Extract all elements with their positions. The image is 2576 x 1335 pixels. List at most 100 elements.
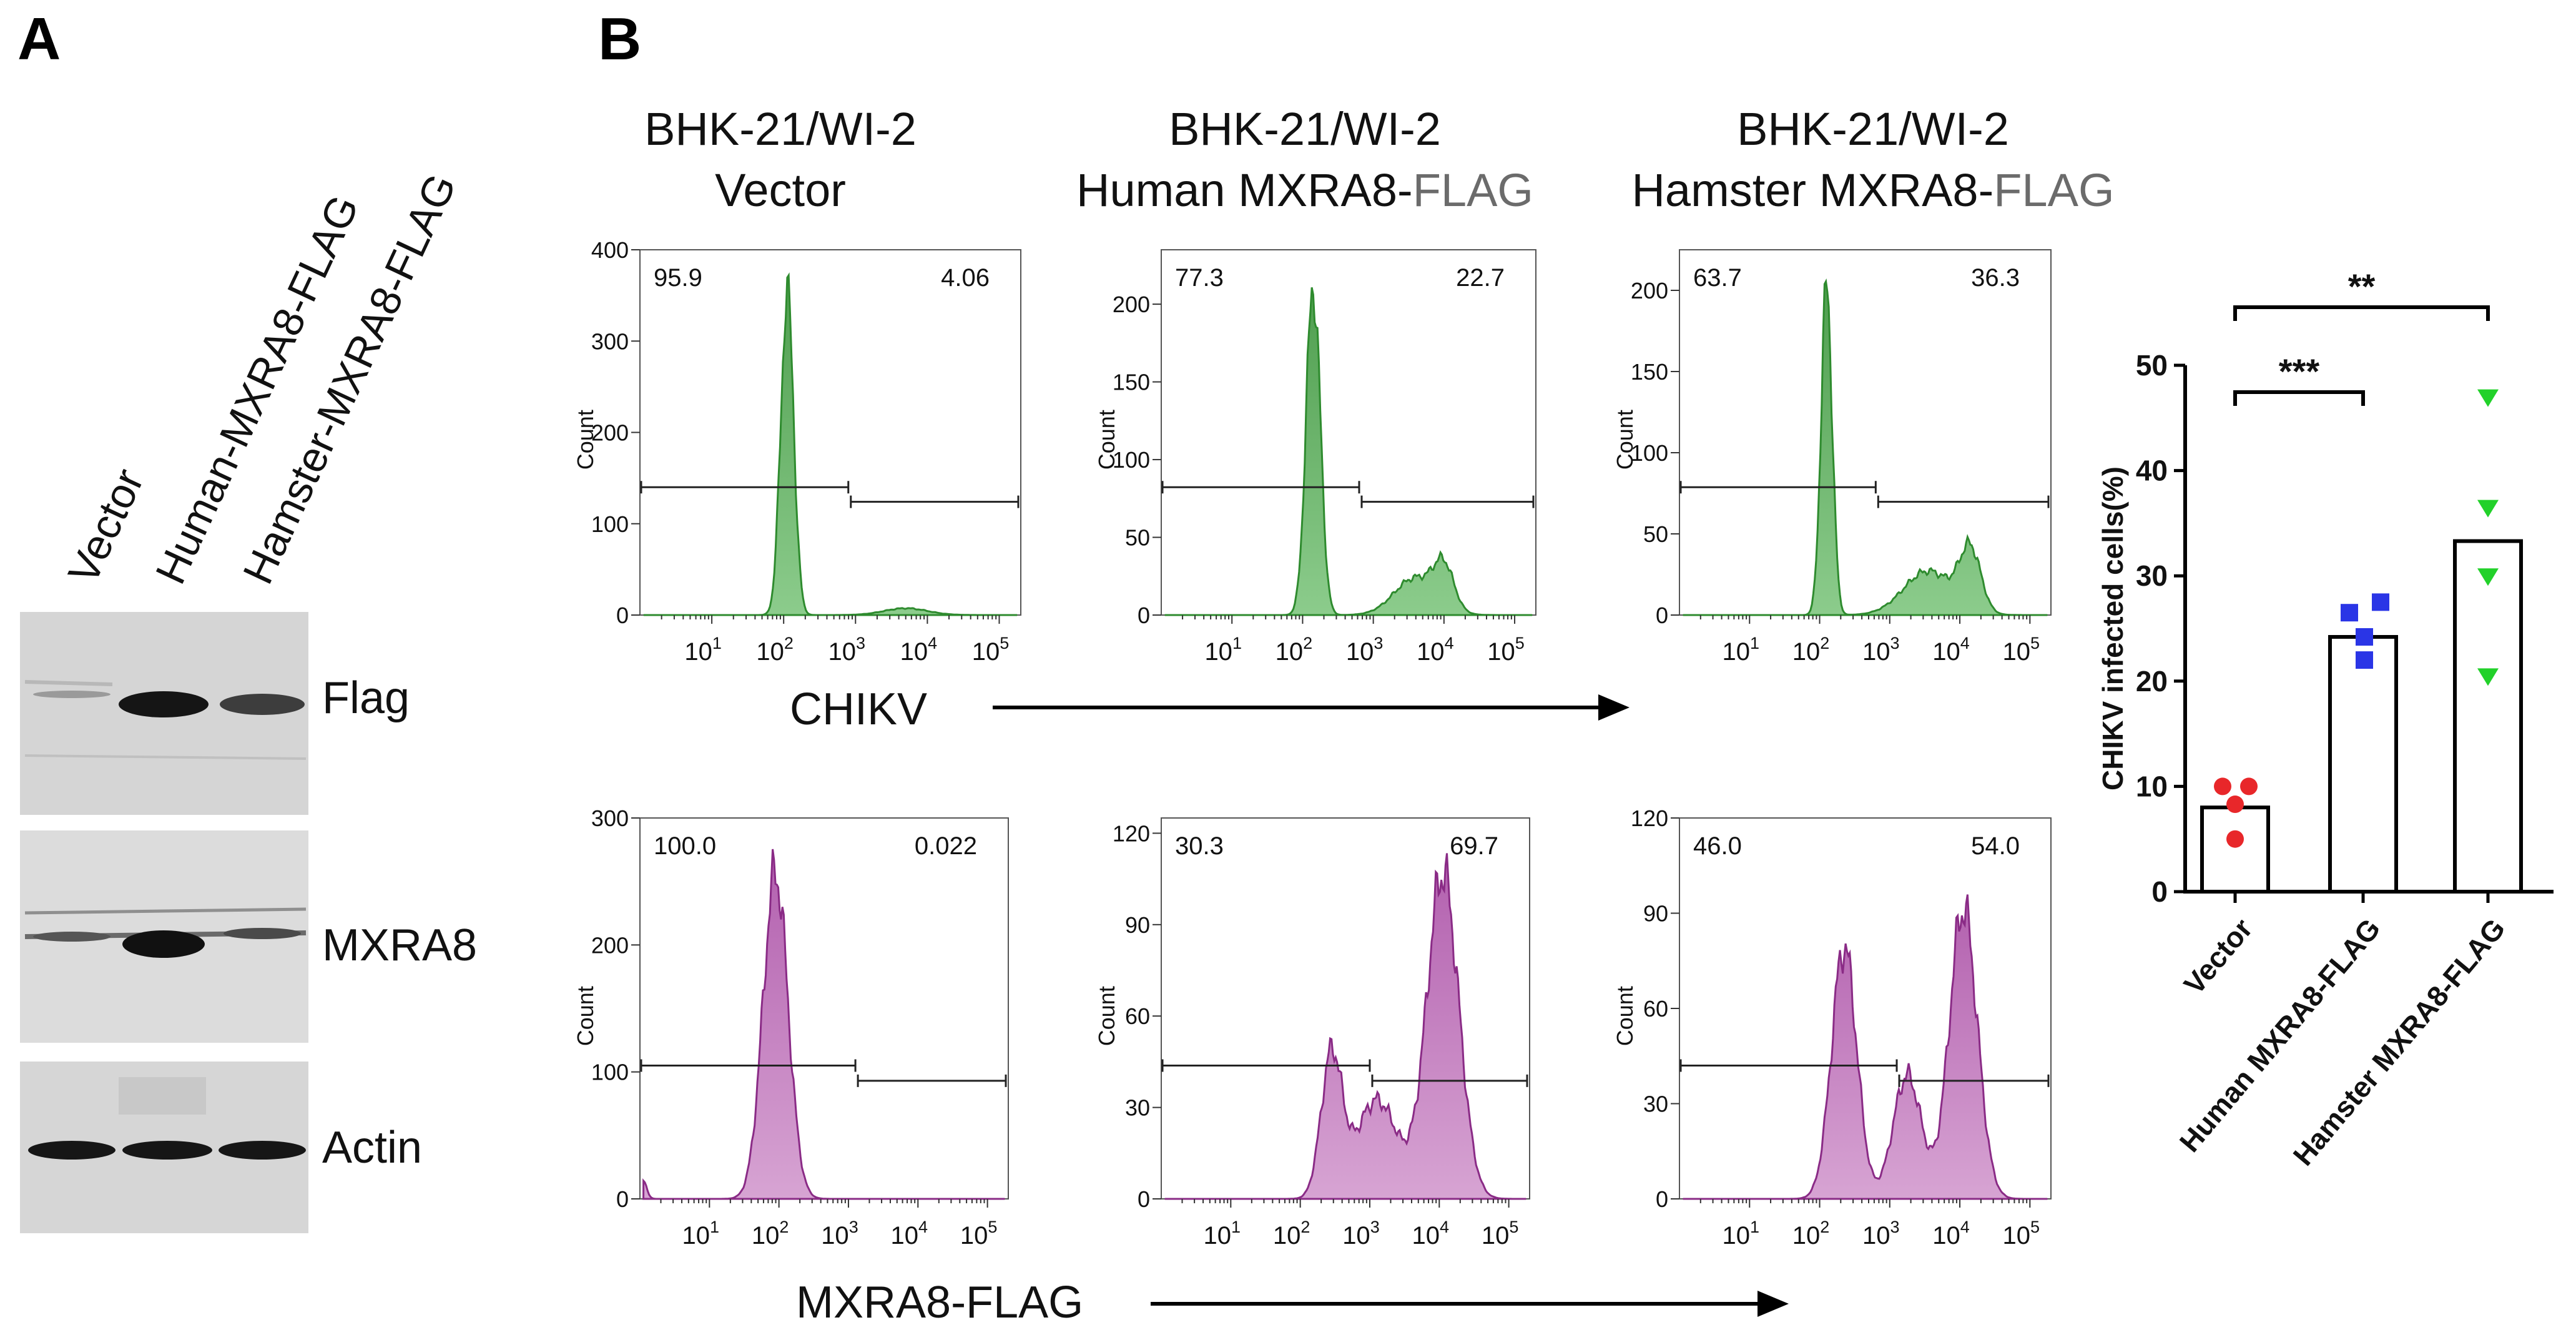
x-tick-label: 102 [1792, 1218, 1830, 1249]
gate-percent-left: 30.3 [1175, 832, 1224, 860]
y-tick-label: 400 [591, 237, 629, 263]
column-titles: BHK-21/WI-2 Vector BHK-21/WI-2 Human MXR… [644, 103, 2114, 216]
y-tick-label: 0 [1656, 603, 1668, 628]
y-tick-label: 200 [1631, 278, 1668, 303]
x-tick-label: 104 [1417, 634, 1454, 666]
x-tick-label: 104 [891, 1218, 928, 1249]
y-tick-label: 120 [1631, 805, 1668, 831]
data-point [2341, 604, 2358, 622]
data-point [2477, 668, 2499, 686]
axis-label-chikv: CHIKV [790, 684, 927, 734]
y-tick-label: 0 [616, 603, 629, 628]
data-point [2372, 593, 2389, 611]
x-tick-label: 103 [821, 1218, 858, 1249]
gate-percent-left: 100.0 [654, 832, 716, 860]
x-tick-label: 104 [900, 634, 938, 666]
y-tick-label: 0 [1138, 1186, 1150, 1212]
histogram-curve [1164, 853, 1526, 1200]
histogram-panel-0-1: 0 50 100 150 200 Count 101 102 103 104 105 77.3 22.7 [1094, 249, 1536, 666]
band-actin-human [122, 1141, 212, 1160]
x-tick-label: 101 [682, 1218, 720, 1249]
histogram-curve [1683, 278, 2048, 616]
panel-a-label: A [17, 6, 61, 72]
gate-percent-right: 4.06 [941, 264, 990, 292]
y-tick-label: 30 [1643, 1091, 1668, 1117]
lane-label-vector: Vector [59, 462, 153, 591]
x-tick-label: 104 [1412, 1218, 1450, 1249]
histogram-frame [1161, 249, 1536, 616]
band-mxra8-vector [33, 932, 111, 942]
data-point [2477, 500, 2499, 518]
y-tick-label: 100 [591, 1060, 629, 1085]
bar-y-tick-label: 50 [2136, 349, 2168, 382]
arrow-mxra8-icon [1757, 1291, 1789, 1317]
gate-percent-right: 22.7 [1456, 264, 1505, 292]
gate-percent-right: 0.022 [915, 832, 977, 860]
x-tick-label: 105 [960, 1218, 998, 1249]
gate-right [1898, 1074, 2050, 1087]
blot-flag: Flag [20, 612, 410, 815]
histogram-curve [1683, 894, 2048, 1200]
bar-y-axis-label: CHIKV infected cells(%) [2097, 466, 2129, 791]
band-actin-hamster [219, 1141, 306, 1160]
gate-left [1679, 1059, 1898, 1072]
bar-y-tick-label: 30 [2136, 559, 2168, 592]
x-tick-label: 101 [1722, 634, 1759, 666]
gate-percent-left: 77.3 [1175, 264, 1224, 292]
gate-percent-left: 46.0 [1693, 832, 1742, 860]
y-tick-label: 0 [1138, 603, 1150, 628]
x-tick-label: 101 [1204, 1218, 1241, 1249]
y-tick-label: 300 [591, 328, 629, 354]
lane-labels: Vector Human-MXRA8-FLAG Hamster-MXRA8-FL… [59, 167, 466, 591]
significance-label: *** [2279, 352, 2320, 391]
histogram-frame [639, 249, 1021, 616]
histogram-panel-0-0: 0 100 200 300 400 Count 101 102 103 104 105 95.9 4.0… [573, 237, 1021, 666]
count-axis-label: Count [1612, 410, 1638, 470]
column-title-hamster-line1: BHK-21/WI-2 [1737, 103, 2009, 155]
y-tick-label: 90 [1125, 912, 1150, 938]
axis-label-mxra8-flag: MXRA8-FLAG [796, 1278, 1083, 1328]
column-title-hamster-line2: Hamster MXRA8-FLAG [1631, 164, 2114, 216]
gate-left [640, 1059, 857, 1072]
gate-right [857, 1074, 1007, 1087]
bar-2 [2453, 539, 2523, 894]
x-tick-label: 105 [2003, 1218, 2040, 1249]
data-point [2226, 830, 2244, 848]
y-tick-label: 200 [591, 932, 629, 958]
x-tick-label: 101 [684, 634, 722, 666]
data-point [2477, 389, 2499, 407]
blot-label-mxra8: MXRA8 [322, 920, 477, 970]
histogram-panel-0-2: 0 50 100 150 200 Count 101 102 103 104 105 63.7 36.3 [1612, 249, 2052, 666]
count-axis-label: Count [573, 410, 598, 470]
x-tick-label: 105 [1482, 1218, 1519, 1249]
bar-y-tick-label: 10 [2136, 770, 2168, 802]
y-tick-label: 90 [1643, 901, 1668, 927]
y-tick-label: 50 [1643, 521, 1668, 547]
significance-label: ** [2348, 267, 2376, 306]
data-point [2356, 628, 2373, 646]
band-actin-vector [28, 1141, 116, 1160]
histogram-curve [643, 272, 1018, 616]
gate-percent-right: 36.3 [1971, 264, 2020, 292]
histogram-frame [639, 817, 1009, 1200]
y-tick-label: 200 [591, 420, 629, 446]
histogram-frame [1679, 249, 2052, 616]
gate-right [1360, 495, 1535, 508]
data-point [2226, 796, 2244, 814]
blot-mxra8: MXRA8 [20, 830, 477, 1043]
histogram-curve [1164, 287, 1533, 616]
arrow-chikv-icon [1598, 694, 1630, 721]
x-tick-label: 101 [1204, 634, 1242, 666]
y-tick-label: 100 [1113, 447, 1150, 473]
column-title-vector-line1: BHK-21/WI-2 [644, 103, 917, 155]
gate-left [640, 481, 850, 494]
x-tick-label: 103 [1342, 1218, 1380, 1249]
bar-y-tick-label: 0 [2151, 875, 2168, 908]
data-point [2214, 777, 2231, 796]
bar-category-label: Vector [2177, 912, 2258, 1000]
significance-bracket [2233, 390, 2365, 406]
gate-percent-left: 95.9 [654, 264, 702, 292]
x-tick-label: 105 [1487, 634, 1525, 666]
